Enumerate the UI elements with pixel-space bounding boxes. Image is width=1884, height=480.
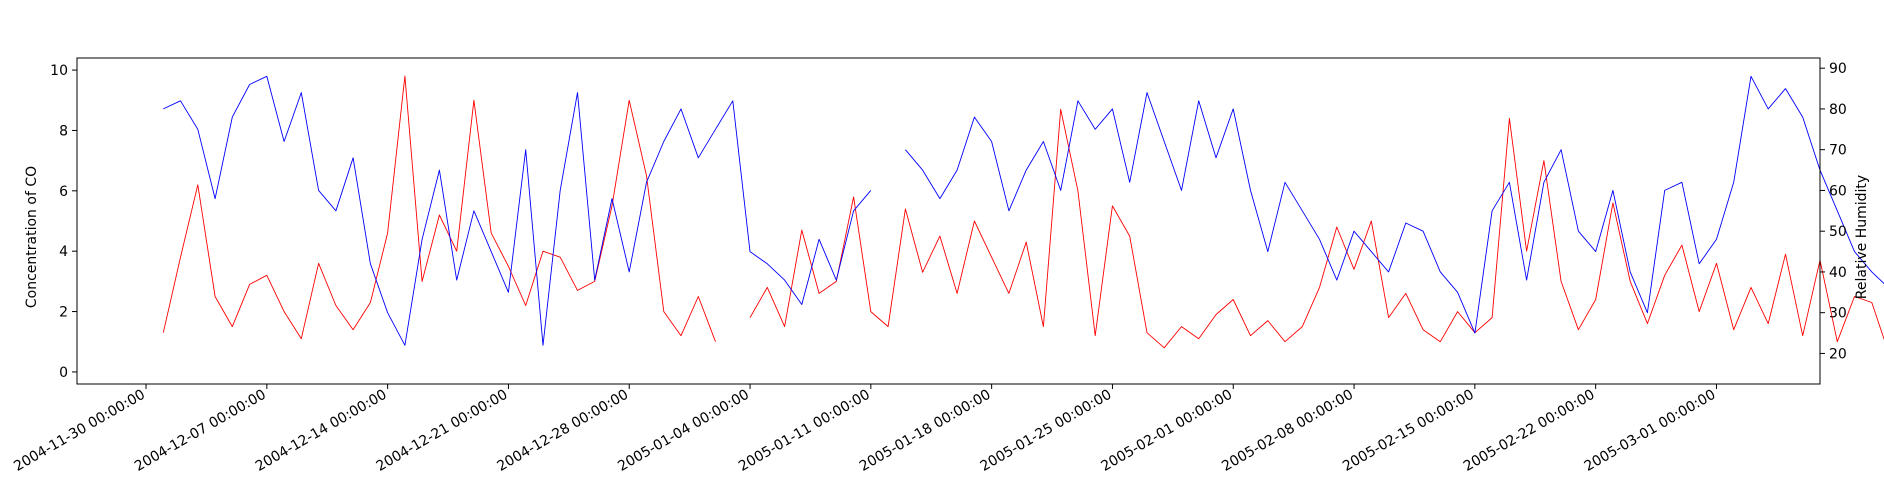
x-tick-label: 2004-12-14 00:00:00	[253, 387, 390, 475]
y2-tick-label: 90	[1829, 61, 1847, 77]
series-lines	[162, 75, 1884, 349]
y-axis-ticks: 0 2 4 6 8 10	[50, 63, 77, 381]
x-tick-label: 2005-03-01 00:00:00	[1582, 387, 1719, 475]
y-tick-label: 0	[59, 365, 68, 381]
y-tick-label: 4	[59, 244, 68, 260]
x-tick-label: 2005-02-01 00:00:00	[1098, 387, 1235, 475]
plot-frame	[76, 57, 1821, 385]
x-tick-label: 2005-01-11 00:00:00	[736, 387, 873, 475]
y2-tick-label: 60	[1829, 183, 1847, 199]
y2-tick-label: 40	[1829, 265, 1847, 281]
x-tick-label: 2005-01-04 00:00:00	[615, 387, 752, 475]
rh-series-line-0	[163, 75, 872, 346]
y-tick-label: 10	[50, 63, 68, 79]
x-tick-label: 2005-02-15 00:00:00	[1340, 387, 1477, 475]
rh-series-line-1	[905, 75, 1884, 334]
x-tick-label: 2005-02-22 00:00:00	[1461, 387, 1598, 475]
y2-axis-label: Relative Humidity	[1854, 175, 1870, 299]
y2-tick-label: 20	[1829, 346, 1847, 362]
x-tick-label: 2005-01-25 00:00:00	[978, 387, 1115, 475]
co-series-line-0	[162, 75, 716, 342]
y-tick-label: 2	[59, 305, 68, 321]
x-tick-label: 2004-12-07 00:00:00	[132, 387, 269, 475]
y2-axis-ticks: 20 30 40 50 60 70 80 90	[1820, 61, 1847, 362]
y2-tick-label: 80	[1829, 102, 1847, 118]
x-tick-label: 2004-12-28 00:00:00	[494, 387, 631, 475]
x-tick-label: 2005-01-18 00:00:00	[857, 387, 994, 475]
y2-tick-label: 30	[1829, 306, 1847, 322]
y-tick-label: 8	[59, 123, 68, 139]
x-tick-label: 2004-12-21 00:00:00	[374, 387, 511, 475]
x-tick-label: 2004-11-30 00:00:00	[11, 387, 148, 475]
x-tick-label: 2005-02-08 00:00:00	[1219, 387, 1356, 475]
y-axis-label: Concentration of CO	[24, 166, 40, 308]
co-series-line-1	[749, 108, 1884, 349]
y2-tick-label: 70	[1829, 143, 1847, 159]
y2-tick-label: 50	[1829, 224, 1847, 240]
y-tick-label: 6	[59, 184, 68, 200]
plot-border	[76, 57, 1821, 385]
